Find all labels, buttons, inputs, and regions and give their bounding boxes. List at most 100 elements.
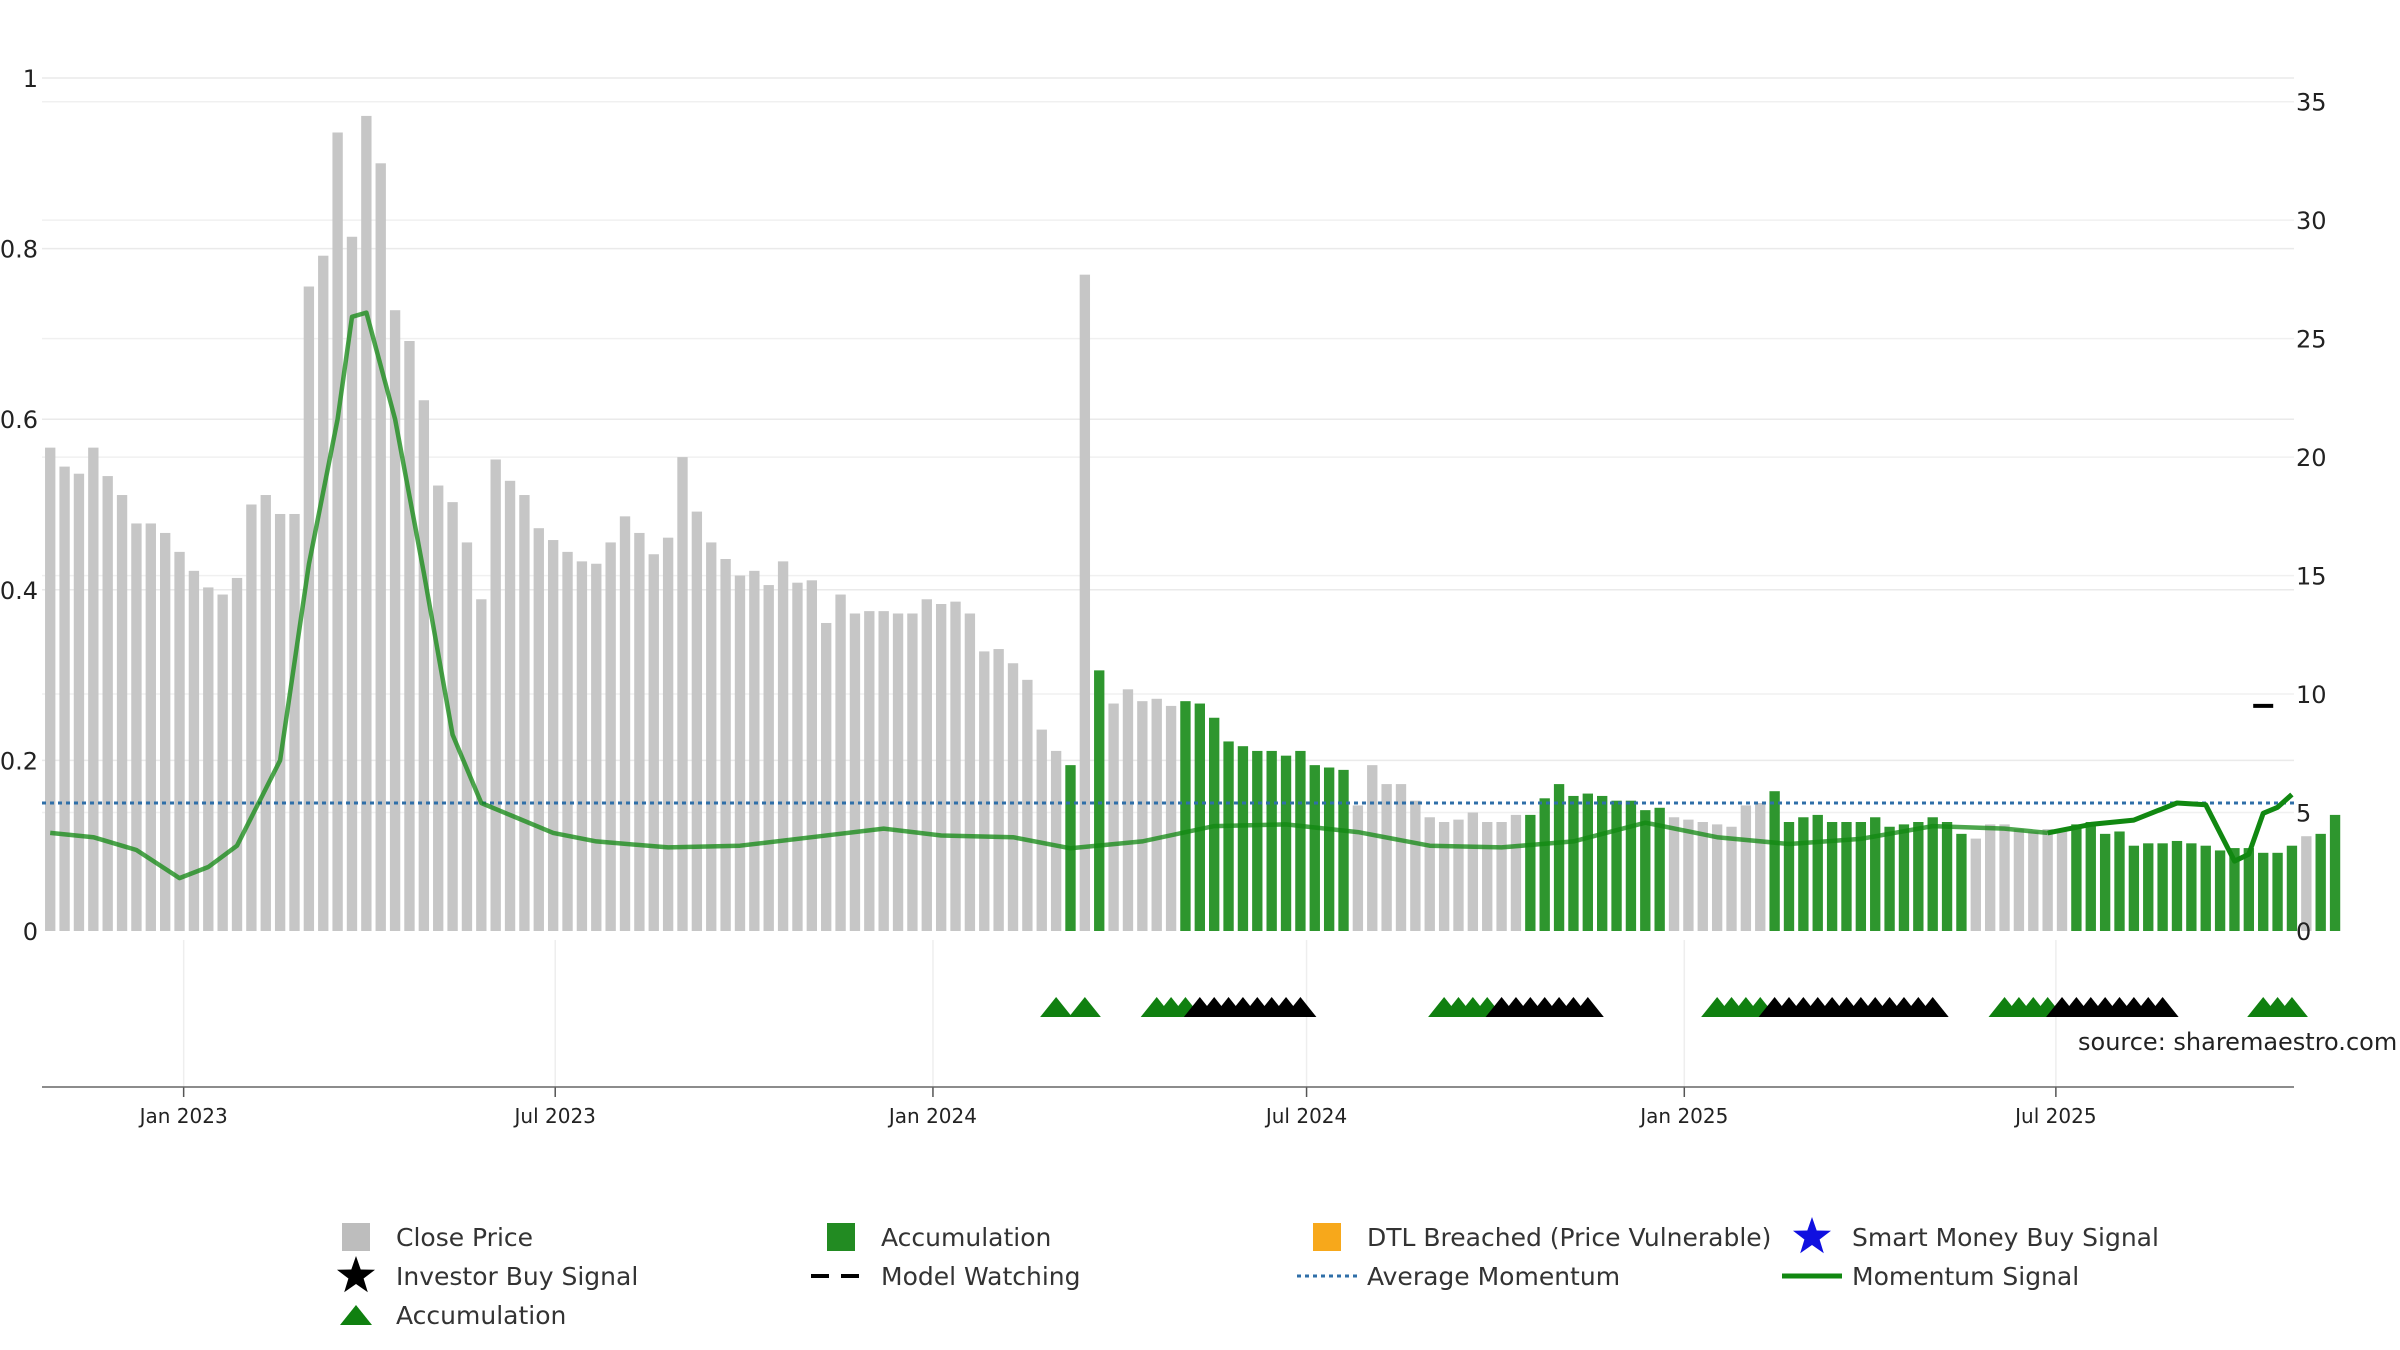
price-bar [864, 611, 875, 931]
price-bar [1841, 822, 1852, 931]
legend-swatch-square [342, 1223, 370, 1251]
price-bar [691, 511, 703, 931]
momentum-line [49, 310, 2048, 881]
price-bar [1985, 824, 1996, 931]
price-bar [231, 577, 243, 931]
price-bar [979, 651, 990, 931]
price-bar [1941, 822, 1953, 931]
price-bar [1783, 822, 1795, 931]
price-bar [547, 540, 559, 931]
price-bar [2301, 836, 2312, 931]
price-bar [1812, 814, 1823, 931]
price-bar [188, 570, 200, 931]
price-bar [1280, 755, 1292, 931]
x-tick-label: Jan 2025 [1638, 1104, 1728, 1128]
legend-label: Average Momentum [1367, 1262, 1620, 1291]
price-bar [2028, 831, 2039, 931]
price-bar [706, 542, 717, 931]
price-bar [1755, 803, 1766, 931]
legend-swatch-square [1313, 1223, 1341, 1251]
price-bar [1352, 805, 1364, 931]
price-bar [45, 447, 56, 931]
price-bar [1553, 784, 1565, 931]
price-bar [1496, 822, 1507, 931]
price-bar [1338, 769, 1349, 931]
price-bar [217, 594, 228, 931]
y-right-tick-label: 10 [2296, 681, 2327, 709]
price-bar [792, 582, 803, 931]
legend-star-icon [1793, 1217, 1831, 1254]
momentum-line-recent [2047, 792, 2294, 864]
price-bar [1036, 729, 1047, 931]
price-bar [777, 561, 789, 931]
price-bar [1438, 822, 1450, 931]
y-left-tick-label: 0.8 [0, 236, 38, 264]
price-bar [1482, 822, 1493, 931]
price-bar [389, 310, 401, 931]
price-bar [1539, 798, 1550, 931]
legend-label: DTL Breached (Price Vulnerable) [1367, 1223, 1771, 1252]
accumulation-signal-triangle [1040, 997, 1073, 1017]
price-bar [246, 504, 257, 931]
price-bar [1381, 784, 1392, 931]
legend-triangle-icon [340, 1305, 372, 1325]
y-left-tick-label: 0 [23, 918, 38, 946]
y-right-tick-label: 15 [2296, 563, 2327, 591]
y-left-tick-label: 0.6 [0, 406, 38, 434]
price-bar [763, 585, 774, 931]
price-bar [1927, 817, 1938, 931]
price-bar [662, 537, 674, 931]
price-bar [1970, 838, 1981, 931]
price-bar [1079, 274, 1091, 931]
x-tick-label: Jul 2024 [1264, 1104, 1347, 1128]
price-bar [605, 542, 616, 931]
price-bar [1295, 750, 1306, 931]
price-bar [964, 613, 976, 931]
price-bar [533, 528, 544, 931]
price-bar [950, 601, 961, 931]
price-bar [2200, 845, 2211, 931]
price-bar [591, 563, 602, 931]
price-bar [1711, 824, 1723, 931]
price-bar [1309, 765, 1320, 931]
price-bar [1266, 750, 1277, 931]
price-bar [1668, 817, 1680, 931]
legend-label: Accumulation [881, 1223, 1051, 1252]
price-bar [1740, 805, 1752, 931]
price-bar [634, 532, 645, 931]
price-bar [274, 513, 286, 931]
price-bar [1798, 817, 1809, 931]
price-bar [433, 485, 444, 931]
legend-label: Investor Buy Signal [396, 1262, 638, 1291]
y-right-tick-label: 30 [2296, 207, 2327, 235]
price-bar [1510, 814, 1522, 931]
price-bar [1252, 750, 1263, 931]
investor-signal-triangle [1916, 997, 1949, 1017]
price-bar [1654, 807, 1665, 931]
x-tick-label: Jan 2023 [138, 1104, 228, 1128]
price-bar [1223, 741, 1234, 931]
price-bar [2186, 843, 2197, 931]
y-right-tick-label: 0 [2296, 918, 2311, 946]
price-bar [73, 473, 85, 931]
price-bar [2329, 814, 2341, 931]
price-bar [1367, 765, 1378, 931]
price-bar [2272, 852, 2283, 931]
y-left-tick-label: 1 [23, 65, 38, 93]
price-bar [2128, 845, 2140, 931]
legend-star-icon [337, 1256, 375, 1293]
price-bar [1855, 822, 1867, 931]
y-right-tick-label: 35 [2296, 89, 2327, 117]
y-right-tick-label: 25 [2296, 326, 2327, 354]
y-left-tick-label: 0.2 [0, 747, 38, 775]
accumulation-signal-triangle [1068, 997, 1101, 1017]
price-bar [1697, 822, 1708, 931]
price-bar [907, 613, 918, 931]
price-bar [2315, 833, 2326, 931]
price-bar [1611, 800, 1622, 931]
price-bar [1137, 701, 1148, 931]
price-bar [1094, 670, 1105, 931]
price-bar [2143, 843, 2154, 931]
price-bar [806, 580, 818, 931]
